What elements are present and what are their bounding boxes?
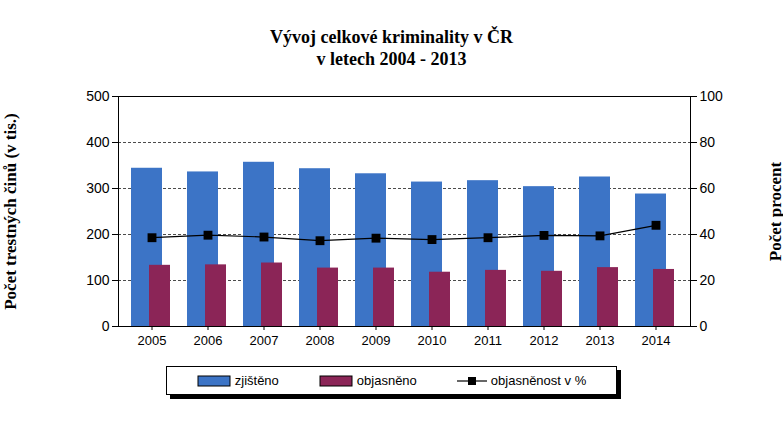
svg-text:400: 400 (86, 134, 110, 150)
svg-text:2011: 2011 (474, 333, 502, 348)
svg-text:2010: 2010 (418, 333, 447, 348)
svg-text:2006: 2006 (194, 333, 223, 348)
svg-text:2009: 2009 (362, 333, 391, 348)
html-text:objasněnost v %: objasněnost v % (490, 373, 587, 388)
html-text:objasněno: objasněno (356, 373, 417, 388)
svg-text:2013: 2013 (586, 333, 615, 348)
svg-text:500: 500 (86, 88, 110, 104)
svg-text:200: 200 (86, 226, 110, 242)
svg-text:2008: 2008 (306, 333, 335, 348)
svg-text:2012: 2012 (530, 333, 559, 348)
svg-text:0: 0 (102, 318, 110, 334)
svg-text:0: 0 (700, 318, 708, 334)
svg-text:2007: 2007 (250, 333, 279, 348)
svg-text:300: 300 (86, 180, 110, 196)
svg-text:Počet procent: Počet procent (766, 162, 783, 262)
svg-text:40: 40 (700, 226, 716, 242)
svg-text:2014: 2014 (642, 333, 671, 348)
svg-text:Počet trestných činů (v tis.): Počet trestných činů (v tis.) (1, 113, 20, 310)
svg-text:100: 100 (86, 272, 110, 288)
svg-text:100: 100 (700, 88, 724, 104)
svg-text:60: 60 (700, 180, 716, 196)
html-text:zjištěno: zjištěno (234, 373, 279, 388)
svg-text:20: 20 (700, 272, 716, 288)
html-text:Vývoj celkové kriminality v ČR: Vývoj celkové kriminality v ČR (270, 27, 513, 47)
html-text:v letech 2004 - 2013: v letech 2004 - 2013 (316, 49, 467, 69)
svg-text:80: 80 (700, 134, 716, 150)
svg-text:2005: 2005 (138, 333, 167, 348)
